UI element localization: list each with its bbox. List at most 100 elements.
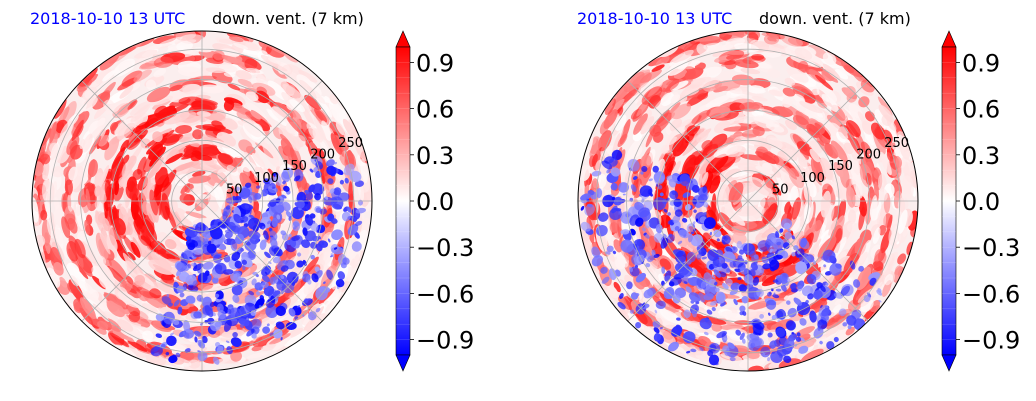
field-patch [286, 117, 302, 134]
field-patch [297, 252, 302, 257]
field-patch [94, 185, 102, 197]
colorbar-tick-label: 0.0 [962, 188, 1000, 216]
field-patch [212, 50, 225, 61]
field-patch [264, 271, 268, 275]
field-patch [187, 284, 199, 292]
field-patch [326, 165, 337, 176]
field-patch [268, 185, 273, 190]
field-patch [850, 111, 865, 133]
field-patch [95, 68, 112, 85]
field-patch [326, 269, 334, 280]
field-patch [807, 238, 822, 258]
field-patch [143, 218, 158, 242]
field-patch [125, 275, 134, 285]
field-patch [126, 129, 149, 149]
field-patch [51, 166, 64, 178]
field-patch [289, 174, 298, 198]
field-patch [108, 258, 128, 280]
field-patch [109, 332, 130, 348]
panel-1-title-date: 2018-10-10 13 UTC [30, 9, 185, 28]
field-patch [310, 254, 316, 260]
colorbar-tick-label: −0.9 [416, 327, 474, 355]
field-patch [189, 256, 193, 260]
field-patch [296, 245, 310, 265]
field-patch [125, 195, 130, 209]
field-patch [99, 232, 111, 255]
field-patch [39, 153, 51, 165]
field-patch [221, 48, 240, 57]
field-patch [262, 275, 270, 283]
field-patch [166, 294, 170, 298]
field-patch [302, 227, 308, 237]
field-patch [82, 133, 93, 153]
field-patch [165, 351, 170, 356]
field-patch [304, 214, 313, 226]
field-patch [217, 168, 230, 181]
field-patch [134, 274, 146, 286]
panel-2-title-date: 2018-10-10 13 UTC [577, 9, 732, 28]
field-patch [334, 161, 337, 165]
field-patch [168, 355, 178, 364]
colorbar-tick-label: 0.3 [416, 142, 454, 170]
field-patch [275, 305, 286, 317]
field-patch [863, 129, 874, 146]
field-patch [124, 330, 141, 340]
field-patch [348, 181, 354, 210]
field-patch [183, 146, 194, 154]
field-patch [318, 240, 329, 248]
field-patch [234, 260, 243, 269]
field-patch [217, 153, 234, 165]
field-patch [201, 296, 212, 308]
field-patch [67, 217, 78, 234]
field-patch [61, 216, 71, 239]
field-patch [67, 191, 75, 212]
field-patch [341, 211, 351, 222]
field-patch [308, 184, 316, 193]
field-patch [337, 271, 346, 280]
field-patch [116, 122, 136, 140]
field-patch [262, 143, 280, 168]
field-patch [262, 326, 270, 334]
field-patch [149, 95, 174, 106]
colorbar-tick-label: 0.9 [416, 49, 454, 77]
grid-spoke [201, 200, 323, 322]
field-patch [163, 111, 190, 125]
field-patch [291, 235, 300, 241]
field-patch [244, 58, 258, 70]
field-patch [70, 275, 79, 287]
field-patch [152, 131, 163, 143]
field-patch [280, 265, 289, 272]
field-patch [103, 99, 115, 111]
field-patch [177, 66, 204, 77]
colorbar-tick-label: 0.9 [962, 49, 1000, 77]
field-patch [293, 225, 297, 230]
field-patch [117, 77, 138, 91]
field-patch [106, 300, 125, 318]
field-patch [86, 292, 106, 312]
field-patch [285, 248, 297, 263]
field-patch [668, 102, 681, 115]
field-patch [87, 158, 96, 180]
field-patch [355, 207, 367, 214]
colorbar-tick-label: −0.3 [416, 234, 474, 262]
field-patch [256, 291, 260, 296]
panel-1-polar-frame [31, 30, 373, 372]
field-patch [214, 262, 227, 275]
field-patch [812, 179, 820, 193]
field-patch [197, 350, 201, 353]
field-patch [118, 314, 142, 328]
field-patch [227, 83, 241, 91]
field-patch [333, 247, 338, 250]
field-patch [274, 174, 282, 186]
colorbar-tick-label: −0.6 [962, 280, 1020, 308]
field-patch [284, 330, 308, 347]
field-patch [285, 327, 304, 339]
field-patch [119, 85, 134, 99]
field-patch [230, 350, 242, 362]
field-patch [82, 309, 98, 325]
field-patch [104, 136, 120, 161]
field-patch [214, 125, 226, 130]
field-patch [151, 252, 172, 271]
field-patch [217, 221, 229, 229]
field-patch [197, 272, 208, 283]
